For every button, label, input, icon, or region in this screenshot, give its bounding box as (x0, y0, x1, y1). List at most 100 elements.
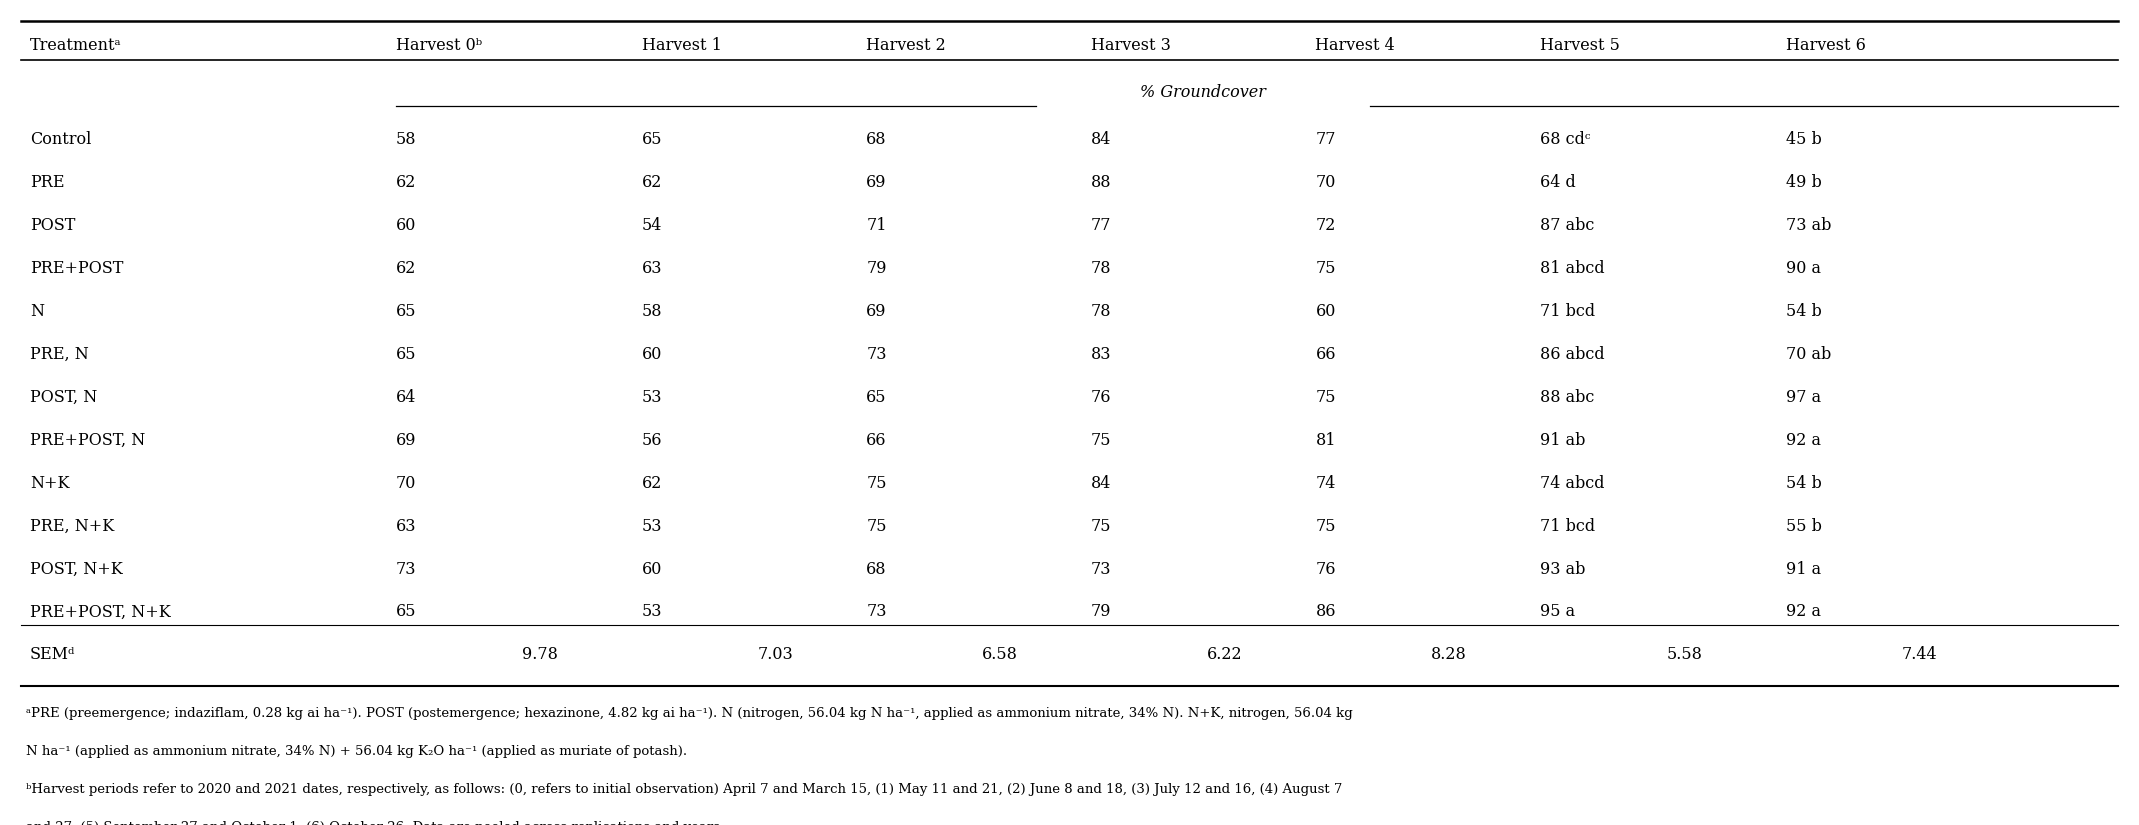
Text: 93 ab: 93 ab (1540, 560, 1585, 578)
Text: 49 b: 49 b (1786, 174, 1822, 191)
Text: ᵇHarvest periods refer to 2020 and 2021 dates, respectively, as follows: (0, ref: ᵇHarvest periods refer to 2020 and 2021 … (26, 783, 1341, 796)
Text: 64: 64 (396, 389, 417, 406)
Text: 90 a: 90 a (1786, 260, 1820, 277)
Text: 70: 70 (396, 474, 417, 492)
Text: 70 ab: 70 ab (1786, 346, 1831, 363)
Text: 91 a: 91 a (1786, 560, 1820, 578)
Text: 64 d: 64 d (1540, 174, 1576, 191)
Text: 65: 65 (396, 346, 417, 363)
Text: 54 b: 54 b (1786, 474, 1822, 492)
Text: 8.28: 8.28 (1431, 646, 1467, 663)
Text: Control: Control (30, 131, 92, 148)
Text: 95 a: 95 a (1540, 603, 1574, 620)
Text: 5.58: 5.58 (1666, 646, 1703, 663)
Text: 75: 75 (1315, 517, 1337, 535)
Text: Harvest 6: Harvest 6 (1786, 36, 1865, 54)
Text: 65: 65 (866, 389, 888, 406)
Text: 77: 77 (1315, 131, 1337, 148)
Text: SEMᵈ: SEMᵈ (30, 646, 75, 663)
Text: 66: 66 (866, 431, 888, 449)
Text: 71 bcd: 71 bcd (1540, 517, 1596, 535)
Text: 73: 73 (1091, 560, 1112, 578)
Text: 58: 58 (396, 131, 417, 148)
Text: PRE+POST, N+K: PRE+POST, N+K (30, 603, 171, 620)
Text: 66: 66 (1315, 346, 1337, 363)
Text: Treatmentᵃ: Treatmentᵃ (30, 36, 122, 54)
Text: 53: 53 (642, 603, 663, 620)
Text: 71 bcd: 71 bcd (1540, 303, 1596, 320)
Text: 81 abcd: 81 abcd (1540, 260, 1604, 277)
Text: 73: 73 (866, 346, 888, 363)
Text: ᵃPRE (preemergence; indaziflam, 0.28 kg ai ha⁻¹). POST (postemergence; hexazinon: ᵃPRE (preemergence; indaziflam, 0.28 kg … (26, 707, 1352, 720)
Text: 73 ab: 73 ab (1786, 217, 1831, 234)
Text: 53: 53 (642, 389, 663, 406)
Text: 92 a: 92 a (1786, 603, 1820, 620)
Text: 65: 65 (396, 603, 417, 620)
Text: 83: 83 (1091, 346, 1112, 363)
Text: 92 a: 92 a (1786, 431, 1820, 449)
Text: PRE, N: PRE, N (30, 346, 88, 363)
Text: 91 ab: 91 ab (1540, 431, 1585, 449)
Text: 86: 86 (1315, 603, 1337, 620)
Text: 63: 63 (642, 260, 663, 277)
Text: 54: 54 (642, 217, 663, 234)
Text: 69: 69 (866, 303, 888, 320)
Text: 84: 84 (1091, 131, 1112, 148)
Text: 65: 65 (642, 131, 663, 148)
Text: 53: 53 (642, 517, 663, 535)
Text: Harvest 1: Harvest 1 (642, 36, 721, 54)
Text: 79: 79 (1091, 603, 1112, 620)
Text: 6.22: 6.22 (1206, 646, 1243, 663)
Text: POST: POST (30, 217, 75, 234)
Text: 97 a: 97 a (1786, 389, 1820, 406)
Text: 60: 60 (642, 560, 663, 578)
Text: 62: 62 (396, 174, 417, 191)
Text: 76: 76 (1091, 389, 1112, 406)
Text: Harvest 5: Harvest 5 (1540, 36, 1619, 54)
Text: 7.03: 7.03 (757, 646, 794, 663)
Text: 58: 58 (642, 303, 663, 320)
Text: 70: 70 (1315, 174, 1337, 191)
Text: 68: 68 (866, 131, 888, 148)
Text: 55 b: 55 b (1786, 517, 1822, 535)
Text: 68 cdᶜ: 68 cdᶜ (1540, 131, 1591, 148)
Text: POST, N+K: POST, N+K (30, 560, 122, 578)
Text: 84: 84 (1091, 474, 1112, 492)
Text: 60: 60 (1315, 303, 1337, 320)
Text: 79: 79 (866, 260, 888, 277)
Text: PRE+POST: PRE+POST (30, 260, 124, 277)
Text: 73: 73 (396, 560, 417, 578)
Text: 62: 62 (642, 474, 663, 492)
Text: 75: 75 (1091, 431, 1112, 449)
Text: 75: 75 (1315, 389, 1337, 406)
Text: N+K: N+K (30, 474, 68, 492)
Text: 88 abc: 88 abc (1540, 389, 1594, 406)
Text: 75: 75 (1091, 517, 1112, 535)
Text: 75: 75 (1315, 260, 1337, 277)
Text: 75: 75 (866, 474, 888, 492)
Text: 60: 60 (396, 217, 417, 234)
Text: 72: 72 (1315, 217, 1337, 234)
Text: and 27, (5) September 27 and October 1, (6) October 26. Data are pooled across r: and 27, (5) September 27 and October 1, … (26, 821, 723, 825)
Text: 69: 69 (866, 174, 888, 191)
Text: 78: 78 (1091, 303, 1112, 320)
Text: Harvest 4: Harvest 4 (1315, 36, 1395, 54)
Text: 87 abc: 87 abc (1540, 217, 1594, 234)
Text: 9.78: 9.78 (522, 646, 558, 663)
Text: N ha⁻¹ (applied as ammonium nitrate, 34% N) + 56.04 kg K₂O ha⁻¹ (applied as muri: N ha⁻¹ (applied as ammonium nitrate, 34%… (26, 745, 687, 758)
Text: PRE+POST, N: PRE+POST, N (30, 431, 145, 449)
Text: 71: 71 (866, 217, 888, 234)
Text: 68: 68 (866, 560, 888, 578)
Text: 77: 77 (1091, 217, 1112, 234)
Text: 45 b: 45 b (1786, 131, 1822, 148)
Text: 69: 69 (396, 431, 417, 449)
Text: 62: 62 (642, 174, 663, 191)
Text: 73: 73 (866, 603, 888, 620)
Text: 60: 60 (642, 346, 663, 363)
Text: 65: 65 (396, 303, 417, 320)
Text: Harvest 3: Harvest 3 (1091, 36, 1170, 54)
Text: POST, N: POST, N (30, 389, 96, 406)
Text: 74: 74 (1315, 474, 1337, 492)
Text: 76: 76 (1315, 560, 1337, 578)
Text: 7.44: 7.44 (1902, 646, 1938, 663)
